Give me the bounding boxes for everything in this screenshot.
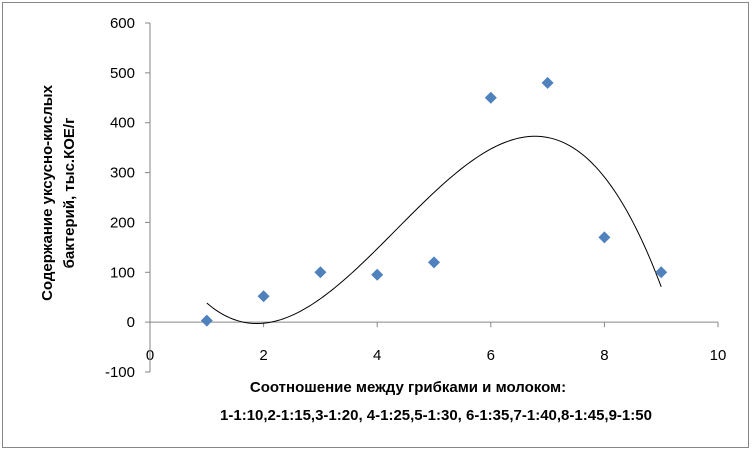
- data-point: [200, 314, 213, 327]
- y-tick-label: 400: [110, 115, 135, 132]
- y-tick-marks: [145, 22, 150, 373]
- y-tick-label: 200: [110, 214, 135, 231]
- trendline: [206, 135, 662, 325]
- data-point: [428, 256, 440, 269]
- data-point: [655, 266, 668, 279]
- data-point: [371, 268, 384, 281]
- y-tick-labels: -100 0 100 200 300 400 500 600: [105, 15, 135, 381]
- x-tick-labels: 0 2 4 6 8 10: [146, 347, 727, 364]
- data-point: [598, 231, 611, 244]
- x-tick-label: 8: [600, 347, 608, 364]
- data-point: [314, 266, 327, 279]
- y-axis-title-line-2: бактерий, тыс.КОЕ/г: [61, 118, 78, 269]
- x-tick-label: 4: [373, 347, 381, 364]
- x-tick-label: 10: [710, 347, 727, 364]
- chart-frame: [2, 2, 749, 448]
- x-axis-title-line-1: Соотношение между грибками и молоком:: [250, 379, 566, 396]
- x-tick-label: 6: [487, 347, 495, 364]
- data-points: [200, 76, 668, 327]
- y-axis-title-line-1: Содержание уксусно-кислых: [39, 84, 56, 301]
- y-tick-label: 300: [110, 165, 135, 182]
- y-tick-label: 500: [110, 65, 135, 82]
- y-tick-label: 100: [110, 264, 135, 281]
- x-tick-label: 2: [259, 347, 267, 364]
- y-tick-label: -100: [105, 364, 135, 381]
- x-tick-marks: [149, 322, 719, 328]
- y-tick-label: 0: [127, 314, 135, 331]
- data-point: [257, 290, 270, 303]
- x-axis-title-line-2: 1-1:10,2-1:15,3-1:20, 4-1:25,5-1:30, 6-1…: [220, 407, 652, 424]
- data-point: [484, 91, 497, 104]
- y-tick-label: 600: [110, 15, 135, 32]
- data-point: [541, 76, 554, 89]
